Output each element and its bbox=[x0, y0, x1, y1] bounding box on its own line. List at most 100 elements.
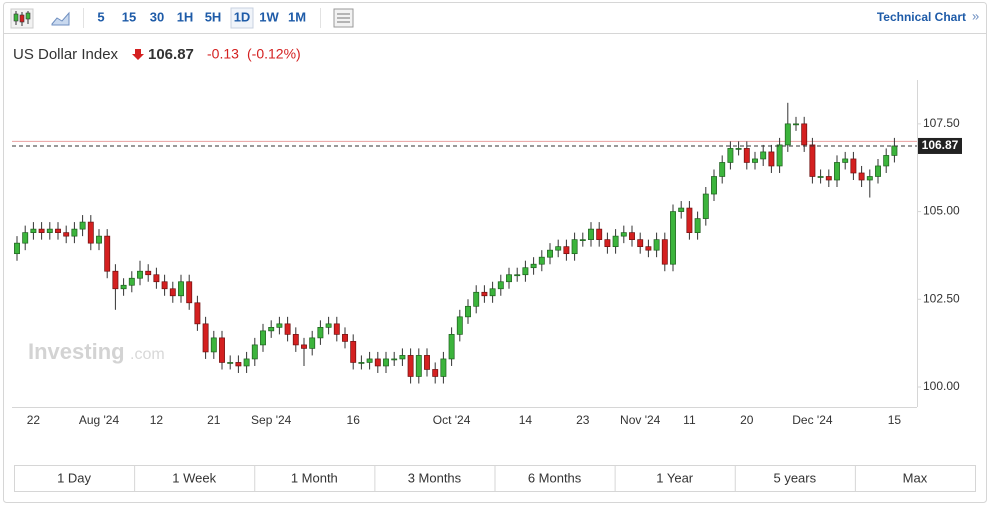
candle-body bbox=[678, 207, 685, 212]
technical-chart-link[interactable]: Technical Chart bbox=[877, 10, 966, 24]
price-change: -0.13 bbox=[207, 46, 239, 62]
candle-body bbox=[555, 246, 562, 251]
candle-body bbox=[506, 274, 512, 283]
candle-body bbox=[333, 323, 340, 335]
candle-body bbox=[547, 249, 553, 258]
y-tick-label: 107.50 bbox=[923, 116, 960, 130]
candle-body bbox=[342, 334, 348, 342]
x-tick-label: 11 bbox=[683, 413, 696, 427]
candle-body bbox=[637, 239, 644, 248]
candle-body bbox=[374, 358, 381, 367]
candle-body bbox=[514, 274, 521, 277]
instrument-name: US Dollar Index bbox=[13, 46, 119, 63]
candle-body bbox=[735, 148, 742, 150]
candle-body bbox=[366, 358, 373, 363]
range-button[interactable]: 1 Year bbox=[656, 470, 694, 485]
watermark-suffix: .com bbox=[130, 346, 165, 363]
candle-body bbox=[178, 281, 184, 297]
candle-body bbox=[620, 232, 627, 237]
interval-button[interactable]: 1W bbox=[259, 9, 279, 24]
candle-body bbox=[645, 246, 652, 251]
candle-body bbox=[358, 362, 365, 364]
candle-body bbox=[309, 337, 316, 349]
candle-body bbox=[727, 148, 734, 163]
candle-body bbox=[22, 232, 29, 244]
x-tick-label: Dec '24 bbox=[792, 413, 833, 427]
range-button[interactable]: 6 Months bbox=[528, 470, 582, 485]
candle-body bbox=[194, 302, 201, 325]
candle-body bbox=[809, 144, 816, 177]
y-tick-label: 100.00 bbox=[923, 379, 960, 393]
range-button[interactable]: 5 years bbox=[773, 470, 816, 485]
range-button[interactable]: 1 Week bbox=[172, 470, 216, 485]
candle-body bbox=[415, 355, 422, 377]
candle-body bbox=[301, 344, 307, 349]
candle-body bbox=[497, 281, 504, 290]
table-icon[interactable] bbox=[333, 8, 354, 28]
x-tick-label: 21 bbox=[207, 413, 221, 427]
range-button[interactable]: Max bbox=[903, 470, 928, 485]
candle-body bbox=[383, 358, 389, 367]
candle-body bbox=[243, 358, 250, 367]
candle-body bbox=[825, 176, 832, 181]
range-button[interactable]: 3 Months bbox=[408, 470, 462, 485]
interval-button[interactable]: 15 bbox=[122, 9, 136, 24]
candle-body bbox=[350, 341, 357, 363]
candle-body bbox=[325, 323, 332, 328]
interval-button[interactable]: 1D bbox=[234, 9, 251, 24]
candle-body bbox=[752, 158, 758, 163]
interval-button[interactable]: 30 bbox=[150, 9, 164, 24]
candle-body bbox=[71, 228, 78, 237]
candle-body bbox=[883, 155, 890, 167]
candle-body bbox=[399, 355, 406, 360]
candle-body bbox=[407, 355, 414, 377]
x-tick-label: 20 bbox=[740, 413, 754, 427]
candle-body bbox=[579, 239, 586, 241]
x-tick-label: 15 bbox=[888, 413, 902, 427]
candle-body bbox=[489, 288, 496, 297]
candle-body bbox=[55, 228, 61, 233]
candle-body bbox=[456, 316, 463, 335]
candle-body bbox=[432, 369, 439, 377]
candle-body bbox=[629, 232, 635, 240]
x-tick-label: 16 bbox=[347, 413, 361, 427]
candle-body bbox=[817, 176, 824, 178]
x-tick-label: Aug '24 bbox=[79, 413, 120, 427]
candle-body bbox=[538, 256, 545, 265]
candle-body bbox=[186, 281, 193, 304]
range-button[interactable]: 1 Day bbox=[57, 470, 91, 485]
candle-body bbox=[448, 334, 455, 360]
range-button[interactable]: 1 Month bbox=[291, 470, 338, 485]
candle-body bbox=[686, 207, 693, 233]
interval-button[interactable]: 5 bbox=[97, 9, 104, 24]
candle-body bbox=[30, 228, 37, 233]
x-tick-label: Oct '24 bbox=[433, 413, 471, 427]
x-tick-label: Nov '24 bbox=[620, 413, 661, 427]
y-tick-label: 105.00 bbox=[923, 204, 960, 218]
interval-button[interactable]: 1M bbox=[288, 9, 306, 24]
candle-icon[interactable] bbox=[10, 8, 34, 29]
candle-body bbox=[391, 358, 398, 361]
candle-body bbox=[522, 267, 529, 276]
candle-body bbox=[63, 232, 70, 237]
candle-body bbox=[850, 158, 857, 174]
link-arrow[interactable]: » bbox=[972, 8, 979, 23]
candle-body bbox=[875, 165, 881, 177]
candle-body bbox=[694, 218, 701, 233]
candle-body bbox=[481, 291, 488, 297]
candle-body bbox=[596, 228, 603, 240]
watermark: Investing bbox=[28, 339, 125, 364]
candle-body bbox=[473, 291, 480, 307]
candle-body bbox=[604, 239, 611, 248]
candle-body bbox=[702, 193, 709, 219]
candle-body bbox=[670, 211, 676, 265]
candle-body bbox=[891, 145, 898, 156]
candle-body bbox=[153, 274, 160, 283]
area-icon[interactable] bbox=[51, 11, 70, 26]
candle-body bbox=[276, 323, 283, 328]
interval-button[interactable]: 1H bbox=[177, 9, 194, 24]
interval-button[interactable]: 5H bbox=[205, 9, 222, 24]
price-tag bbox=[918, 137, 962, 154]
